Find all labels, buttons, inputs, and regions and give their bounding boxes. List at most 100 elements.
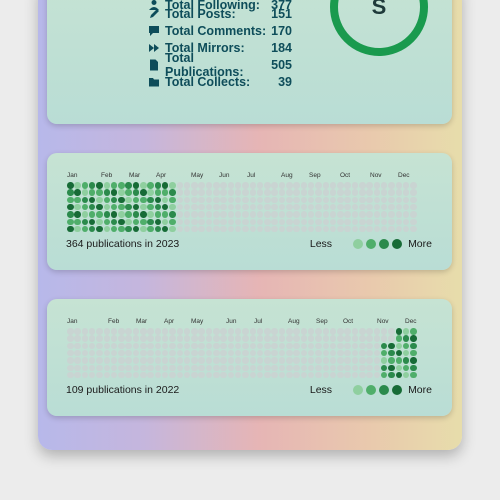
- day-cell[interactable]: [176, 328, 183, 335]
- day-cell[interactable]: [322, 225, 329, 233]
- day-cell[interactable]: [220, 371, 227, 379]
- day-cell[interactable]: [300, 371, 308, 379]
- day-cell[interactable]: [300, 196, 308, 204]
- day-cell[interactable]: [125, 342, 132, 350]
- day-cell[interactable]: [198, 218, 205, 225]
- day-cell[interactable]: [256, 211, 264, 218]
- day-cell[interactable]: [191, 371, 198, 379]
- day-cell[interactable]: [191, 364, 198, 371]
- day-cell[interactable]: [140, 342, 147, 350]
- day-cell[interactable]: [118, 196, 125, 204]
- day-cell[interactable]: [249, 349, 256, 357]
- day-cell[interactable]: [220, 225, 227, 233]
- day-cell[interactable]: [132, 182, 140, 189]
- day-cell[interactable]: [300, 349, 308, 357]
- day-cell[interactable]: [205, 203, 213, 211]
- day-cell[interactable]: [161, 335, 169, 342]
- day-cell[interactable]: [380, 357, 388, 364]
- day-cell[interactable]: [234, 342, 242, 350]
- day-cell[interactable]: [110, 335, 118, 342]
- day-cell[interactable]: [103, 218, 110, 225]
- day-cell[interactable]: [337, 196, 344, 204]
- day-cell[interactable]: [154, 328, 162, 335]
- day-cell[interactable]: [293, 357, 300, 364]
- day-cell[interactable]: [234, 364, 242, 371]
- day-cell[interactable]: [322, 357, 329, 364]
- day-cell[interactable]: [110, 328, 118, 335]
- day-cell[interactable]: [154, 218, 162, 225]
- day-cell[interactable]: [278, 182, 286, 189]
- day-cell[interactable]: [213, 182, 220, 189]
- day-cell[interactable]: [227, 218, 235, 225]
- day-cell[interactable]: [329, 218, 337, 225]
- day-cell[interactable]: [205, 189, 213, 196]
- day-cell[interactable]: [359, 342, 366, 350]
- day-cell[interactable]: [67, 196, 74, 204]
- day-cell[interactable]: [373, 218, 381, 225]
- day-cell[interactable]: [410, 211, 417, 218]
- day-cell[interactable]: [402, 349, 410, 357]
- day-cell[interactable]: [351, 364, 359, 371]
- day-cell[interactable]: [103, 349, 110, 357]
- day-cell[interactable]: [293, 349, 300, 357]
- day-cell[interactable]: [337, 371, 344, 379]
- day-cell[interactable]: [264, 371, 271, 379]
- day-cell[interactable]: [220, 349, 227, 357]
- day-cell[interactable]: [154, 371, 162, 379]
- day-cell[interactable]: [264, 225, 271, 233]
- day-cell[interactable]: [74, 328, 81, 335]
- day-cell[interactable]: [315, 342, 322, 350]
- day-cell[interactable]: [359, 218, 366, 225]
- day-cell[interactable]: [264, 218, 271, 225]
- day-cell[interactable]: [380, 203, 388, 211]
- day-cell[interactable]: [300, 225, 308, 233]
- day-cell[interactable]: [271, 203, 278, 211]
- day-cell[interactable]: [234, 335, 242, 342]
- day-cell[interactable]: [380, 371, 388, 379]
- day-cell[interactable]: [227, 342, 235, 350]
- day-cell[interactable]: [329, 203, 337, 211]
- day-cell[interactable]: [242, 371, 249, 379]
- day-cell[interactable]: [249, 364, 256, 371]
- day-cell[interactable]: [242, 203, 249, 211]
- day-cell[interactable]: [132, 218, 140, 225]
- day-cell[interactable]: [307, 357, 315, 364]
- day-cell[interactable]: [344, 357, 351, 364]
- day-cell[interactable]: [147, 196, 154, 204]
- day-cell[interactable]: [278, 335, 286, 342]
- day-cell[interactable]: [388, 328, 395, 335]
- day-cell[interactable]: [278, 196, 286, 204]
- day-cell[interactable]: [110, 342, 118, 350]
- day-cell[interactable]: [118, 357, 125, 364]
- day-cell[interactable]: [132, 349, 140, 357]
- day-cell[interactable]: [227, 189, 235, 196]
- day-cell[interactable]: [351, 357, 359, 364]
- day-cell[interactable]: [234, 371, 242, 379]
- day-cell[interactable]: [402, 225, 410, 233]
- day-cell[interactable]: [205, 225, 213, 233]
- day-cell[interactable]: [249, 203, 256, 211]
- day-cell[interactable]: [271, 342, 278, 350]
- day-cell[interactable]: [213, 364, 220, 371]
- day-cell[interactable]: [380, 335, 388, 342]
- day-cell[interactable]: [395, 218, 402, 225]
- day-cell[interactable]: [395, 357, 402, 364]
- day-cell[interactable]: [147, 371, 154, 379]
- day-cell[interactable]: [402, 357, 410, 364]
- day-cell[interactable]: [103, 371, 110, 379]
- day-cell[interactable]: [307, 203, 315, 211]
- day-cell[interactable]: [147, 335, 154, 342]
- day-cell[interactable]: [81, 342, 89, 350]
- day-cell[interactable]: [74, 342, 81, 350]
- day-cell[interactable]: [373, 211, 381, 218]
- day-cell[interactable]: [351, 189, 359, 196]
- day-cell[interactable]: [198, 371, 205, 379]
- day-cell[interactable]: [132, 225, 140, 233]
- day-cell[interactable]: [388, 182, 395, 189]
- day-cell[interactable]: [132, 364, 140, 371]
- day-cell[interactable]: [359, 371, 366, 379]
- day-cell[interactable]: [198, 182, 205, 189]
- day-cell[interactable]: [329, 371, 337, 379]
- day-cell[interactable]: [395, 371, 402, 379]
- day-cell[interactable]: [234, 189, 242, 196]
